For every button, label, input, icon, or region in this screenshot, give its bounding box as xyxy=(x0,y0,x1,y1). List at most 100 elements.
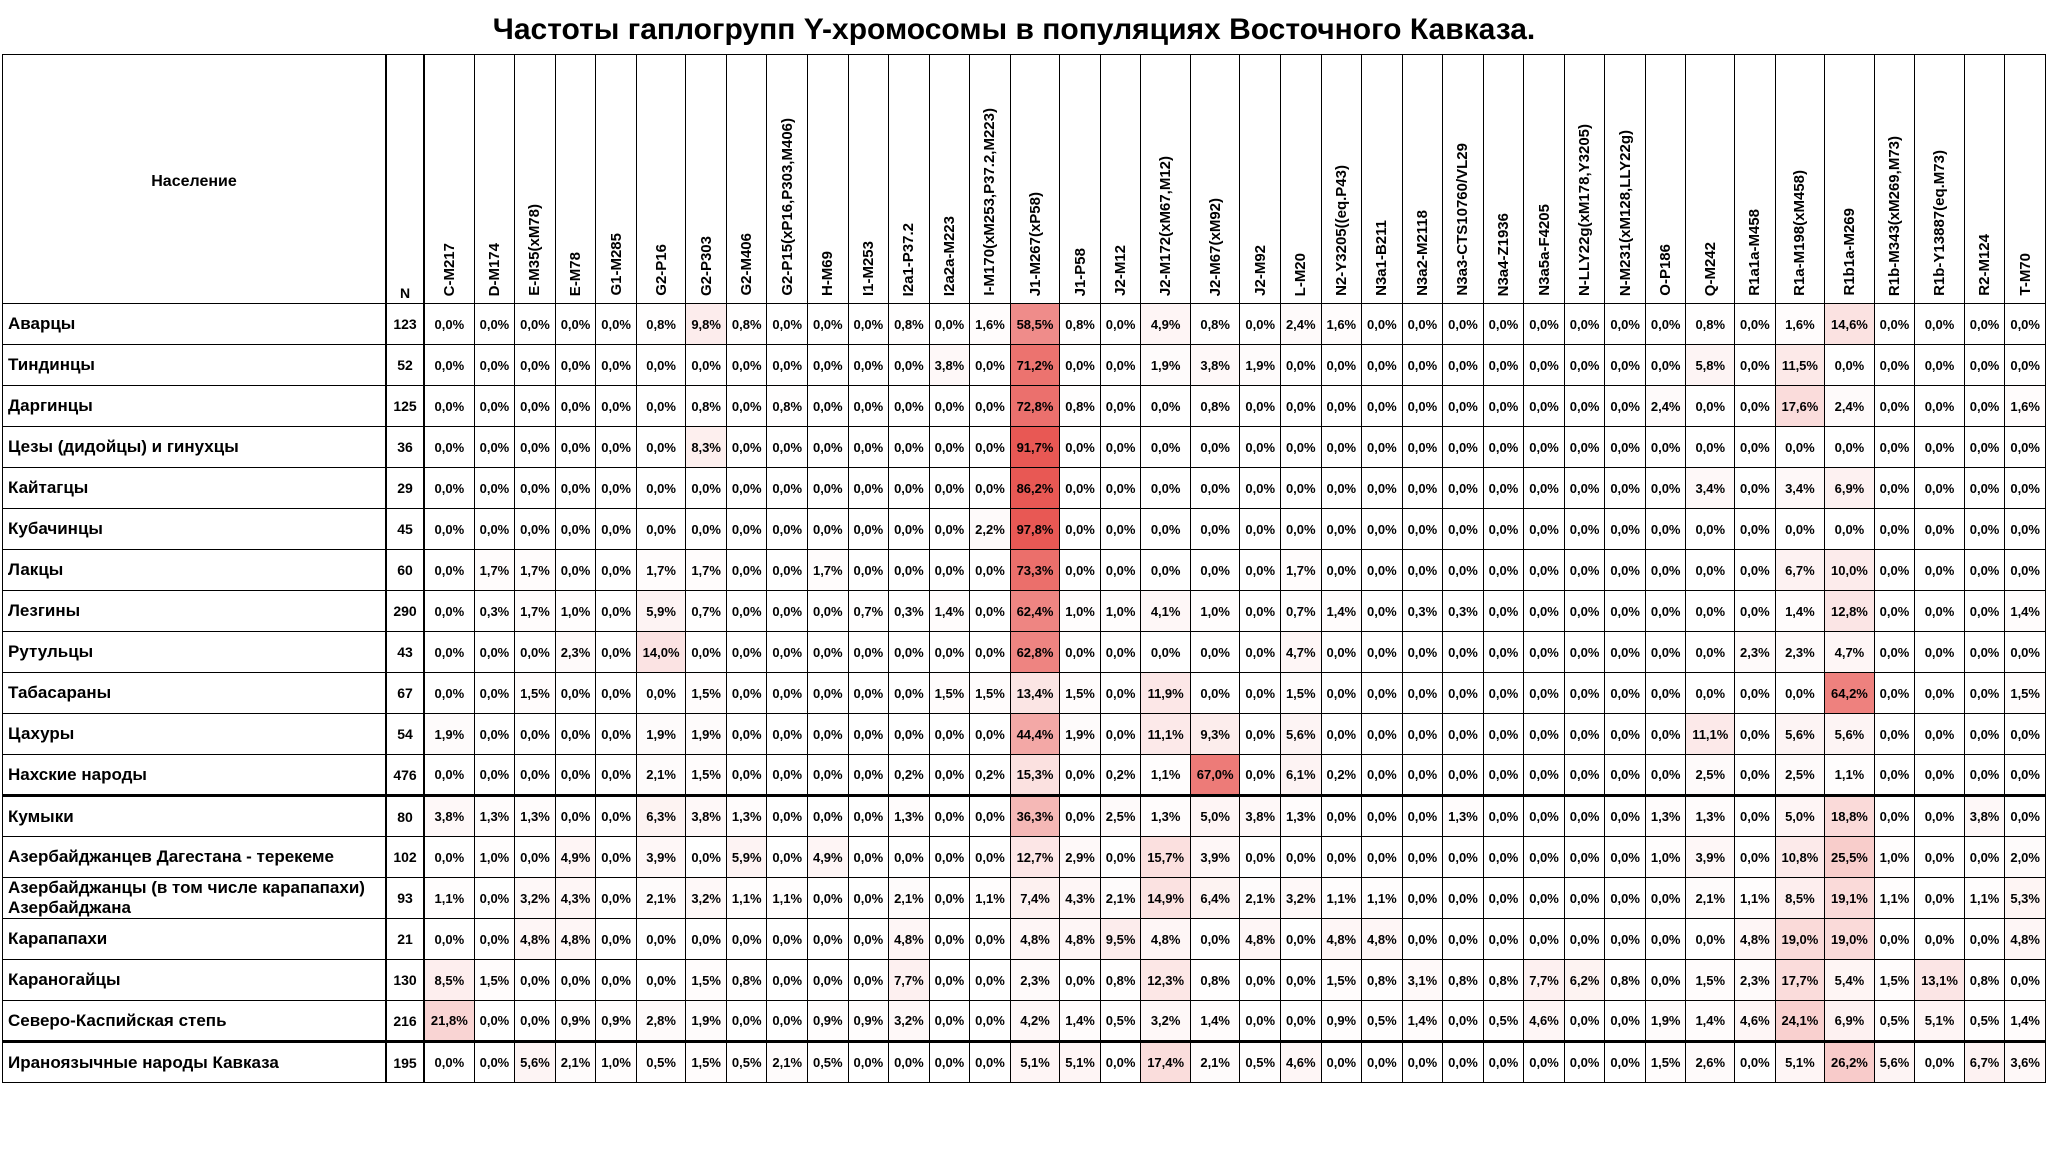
haplogroup-header: D-M174 xyxy=(473,54,516,304)
frequency-cell: 0,0% xyxy=(595,754,637,796)
frequency-cell: 0,0% xyxy=(1361,754,1403,796)
frequency-cell: 0,0% xyxy=(847,631,890,673)
frequency-cell: 0,0% xyxy=(847,508,890,550)
frequency-cell: 0,0% xyxy=(1563,754,1606,796)
frequency-cell: 0,0% xyxy=(1563,713,1606,755)
frequency-cell: 0,0% xyxy=(1914,508,1965,550)
frequency-cell: 12,8% xyxy=(1824,590,1875,632)
frequency-cell: 1,9% xyxy=(685,1000,727,1042)
frequency-cell: 0,0% xyxy=(1523,672,1565,714)
frequency-cell: 0,0% xyxy=(1563,672,1606,714)
frequency-cell: 0,0% xyxy=(928,1000,971,1042)
frequency-cell: 5,6% xyxy=(1279,713,1322,755)
haplogroup-header: R2-M124 xyxy=(1963,54,2006,304)
frequency-cell: 2,3% xyxy=(1774,631,1826,673)
frequency-cell: 0,0% xyxy=(473,508,516,550)
frequency-cell: 0,9% xyxy=(807,1000,849,1042)
frequency-cell: 0,0% xyxy=(1644,549,1687,591)
frequency-cell: 0,8% xyxy=(1442,959,1484,1001)
frequency-cell: 0,0% xyxy=(1320,836,1363,878)
frequency-cell: 5,9% xyxy=(635,590,687,632)
frequency-cell: 0,0% xyxy=(2004,467,2046,509)
table-row: Карапапахи 21 0,0% 0,0% 4,8% 4,8% 0,0% 0,0% 0,0%… xyxy=(2,918,2046,960)
frequency-cell: 5,0% xyxy=(1774,794,1826,837)
frequency-cell: 0,0% xyxy=(928,918,971,960)
frequency-cell: 0,0% xyxy=(1734,1040,1776,1083)
haplogroup-label: J2-M67(xM92) xyxy=(1206,197,1224,296)
frequency-cell: 0,0% xyxy=(1523,385,1565,427)
frequency-cell: 4,8% xyxy=(2004,918,2046,960)
frequency-cell: 0,0% xyxy=(423,385,475,427)
frequency-cell: 0,0% xyxy=(1523,877,1565,919)
frequency-cell: 0,0% xyxy=(1361,549,1403,591)
frequency-cell: 0,0% xyxy=(847,672,890,714)
haplogroup-label: R2-M124 xyxy=(1976,234,1994,296)
frequency-cell: 0,0% xyxy=(1442,1000,1484,1042)
haplogroup-header: N3a1-B211 xyxy=(1361,54,1403,304)
haplogroup-header: J1-P58 xyxy=(1059,54,1101,304)
frequency-cell: 0,5% xyxy=(1482,1000,1525,1042)
frequency-cell: 0,0% xyxy=(1963,508,2006,550)
frequency-cell: 0,0% xyxy=(888,672,930,714)
frequency-cell: 0,0% xyxy=(1523,1040,1565,1083)
frequency-cell: 0,0% xyxy=(969,426,1011,468)
haplogroup-label: R1b1a-M269 xyxy=(1840,208,1858,296)
haplogroup-header: I2a1-P37.2 xyxy=(888,54,930,304)
frequency-cell: 0,0% xyxy=(1563,1000,1606,1042)
frequency-cell: 0,0% xyxy=(1644,426,1687,468)
frequency-cell: 0,0% xyxy=(1239,959,1281,1001)
frequency-cell: 0,0% xyxy=(554,426,597,468)
frequency-cell: 0,0% xyxy=(725,1000,768,1042)
table-row: Кубачинцы 45 0,0% 0,0% 0,0% 0,0% 0,0% 0,0% 0,0% 0… xyxy=(2,508,2046,550)
haplogroup-header: G1-M285 xyxy=(595,54,637,304)
frequency-cell: 0,0% xyxy=(1279,385,1322,427)
frequency-cell: 0,0% xyxy=(1873,713,1916,755)
frequency-cell: 0,8% xyxy=(725,959,768,1001)
haplogroup-label: G2-P303 xyxy=(697,235,715,296)
frequency-cell: 8,5% xyxy=(423,959,475,1001)
frequency-cell: 0,0% xyxy=(725,344,768,386)
frequency-cell: 0,0% xyxy=(1482,467,1525,509)
frequency-cell: 0,0% xyxy=(595,426,637,468)
frequency-cell: 0,0% xyxy=(1059,631,1101,673)
frequency-cell: 71,2% xyxy=(1009,344,1061,386)
frequency-cell: 19,1% xyxy=(1824,877,1875,919)
frequency-cell: 0,0% xyxy=(423,549,475,591)
frequency-cell: 1,1% xyxy=(1140,754,1191,796)
frequency-cell: 0,0% xyxy=(1685,508,1736,550)
frequency-cell: 3,2% xyxy=(685,877,727,919)
frequency-cell: 0,0% xyxy=(1320,672,1363,714)
frequency-cell: 0,0% xyxy=(1873,344,1916,386)
haplogroup-label: N3a1-B211 xyxy=(1373,220,1391,296)
frequency-cell: 0,0% xyxy=(554,794,597,837)
frequency-cell: 0,0% xyxy=(1189,918,1241,960)
frequency-cell: 0,0% xyxy=(1239,631,1281,673)
frequency-cell: 0,0% xyxy=(1963,590,2006,632)
frequency-cell: 1,0% xyxy=(595,1040,637,1083)
frequency-cell: 0,0% xyxy=(1482,754,1525,796)
frequency-cell: 3,8% xyxy=(1189,344,1241,386)
n-cell: 67 xyxy=(385,672,425,714)
frequency-cell: 5,1% xyxy=(1774,1040,1826,1083)
frequency-cell: 0,0% xyxy=(423,754,475,796)
frequency-cell: 0,0% xyxy=(1914,754,1965,796)
frequency-cell: 1,0% xyxy=(1099,590,1142,632)
frequency-cell: 0,0% xyxy=(1914,713,1965,755)
frequency-cell: 0,0% xyxy=(554,754,597,796)
frequency-cell: 0,0% xyxy=(473,1000,516,1042)
n-cell: 43 xyxy=(385,631,425,673)
frequency-cell: 3,4% xyxy=(1774,467,1826,509)
haplogroup-header: N3a2-M2118 xyxy=(1401,54,1444,304)
frequency-cell: 0,0% xyxy=(1685,590,1736,632)
frequency-cell: 1,0% xyxy=(1059,590,1101,632)
frequency-cell: 0,0% xyxy=(473,918,516,960)
frequency-cell: 0,0% xyxy=(888,631,930,673)
population-cell: Лезгины xyxy=(2,590,387,632)
frequency-cell: 0,0% xyxy=(766,836,809,878)
frequency-cell: 0,0% xyxy=(473,672,516,714)
frequency-cell: 0,0% xyxy=(1401,918,1444,960)
haplogroup-label: T-M70 xyxy=(2016,253,2034,296)
frequency-cell: 0,0% xyxy=(423,918,475,960)
frequency-cell: 0,0% xyxy=(1279,344,1322,386)
frequency-cell: 0,0% xyxy=(807,508,849,550)
